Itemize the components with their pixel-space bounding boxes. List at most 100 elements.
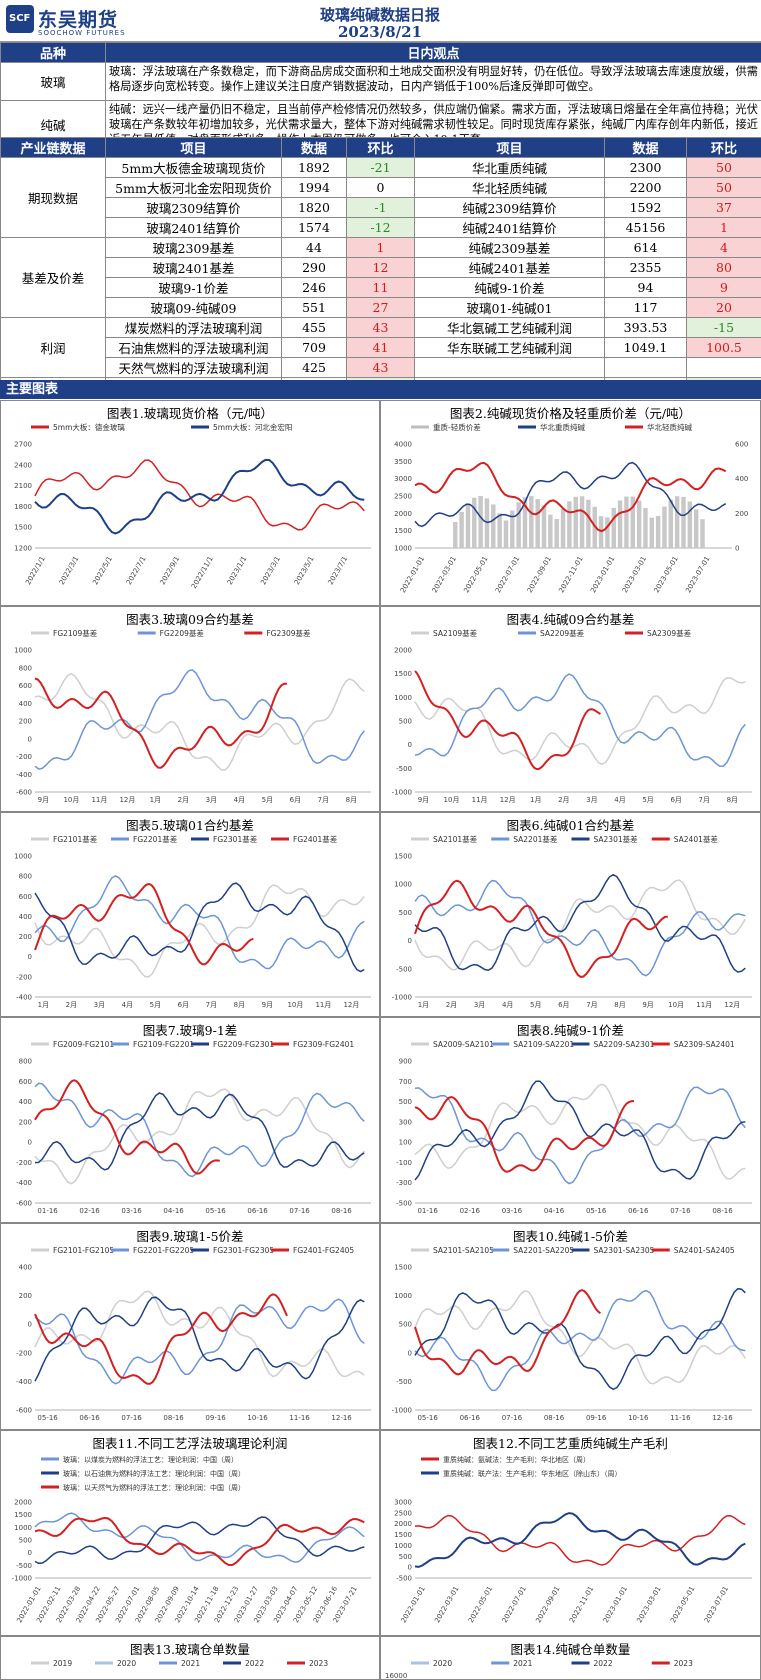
x-tick: 7月	[318, 796, 329, 804]
legend-label: 2023	[674, 1659, 693, 1668]
x-tick: 08-16	[544, 1414, 565, 1422]
y2-tick: 200	[735, 510, 748, 518]
x-tick: 11月	[315, 1001, 331, 1009]
industry-data-table: 产业链数据 项目 数据 环比 项目 数据 环比 期现数据 5mm大板德金玻璃现货价 1892 -21…	[0, 137, 761, 398]
legend-label: 2021	[513, 1659, 532, 1668]
x-tick: 9月	[642, 1001, 653, 1009]
x-tick: 05-16	[586, 1207, 607, 1215]
y-tick: 500	[399, 1321, 412, 1329]
legend-label: SA2109基差	[433, 628, 478, 638]
change-left: 43	[346, 317, 415, 338]
y-tick: 1000	[394, 881, 412, 889]
x-tick: 2022-09-01	[526, 555, 553, 594]
y-tick: 500	[19, 1537, 32, 1545]
y-tick: -500	[396, 965, 412, 973]
spread-bar	[497, 513, 502, 548]
y-tick: 1500	[14, 524, 32, 532]
table-row: 石油焦燃料的浮法玻璃利润 709 41 华东联碱工艺纯碱利润 1049.1 100.5	[1, 337, 761, 358]
spread-bar	[668, 499, 674, 548]
series-line	[414, 1514, 746, 1566]
y-tick: 1000	[394, 545, 412, 553]
glass-label: 玻璃	[0, 62, 106, 101]
value-right: 117	[604, 297, 687, 318]
logo-cn: 东吴期货	[38, 9, 119, 31]
legend-label: FG2209-FG2301	[213, 1040, 274, 1049]
series-line	[414, 1083, 746, 1180]
glass-view: 玻璃：浮法玻璃在产条数稳定，而下游商品房成交面积和土地成交面积没有明显好转，仍在…	[105, 62, 761, 101]
legend-label: 2022	[594, 1659, 613, 1668]
table-row: 玻璃2309结算价 1820 -1 纯碱2309结算价 1592 37	[1, 197, 761, 218]
table-row: 玻璃2401基差 290 12 纯碱2401基差 2355 80	[1, 257, 761, 278]
views-col-opinion: 日内观点	[105, 42, 761, 63]
series-line	[414, 461, 727, 533]
y-tick: 0	[408, 1349, 412, 1357]
spread-bar	[516, 502, 521, 548]
item-right: 纯碱2309结算价	[414, 197, 605, 218]
y-tick: 3000	[394, 1499, 412, 1507]
x-tick: 8月	[234, 1001, 245, 1009]
chart-svg: SA2009-SA2101 SA2109-SA2201 SA2209-SA2301 S…	[396, 1040, 752, 1215]
change-right: 50	[686, 157, 761, 178]
chart-title: 图表4.纯碱09合约基差	[506, 612, 635, 627]
spread-bar	[573, 496, 578, 548]
x-tick: 2023-03-01	[635, 1585, 662, 1624]
series-line	[414, 879, 746, 977]
chart-panel-14: 图表14.纯碱仓单数量 2020 2021 2022 2023 16000	[380, 1636, 761, 1680]
chart-panel-1: 图表1.玻璃现货价格（元/吨） 5mm大板：德金玻璃 5mm大板：河北金宏阳 2700…	[0, 400, 380, 606]
chart-panel-12: 图表12.不同工艺重质纯碱生产毛利 重质纯碱：氨碱法：生产毛利：华北地区（周） 重质…	[380, 1430, 761, 1636]
x-tick: 5月	[642, 796, 653, 804]
views-table: 品种 日内观点 玻璃 玻璃：浮法玻璃在产条数稳定，而下游商品房成交面积和土地成交面积…	[0, 42, 761, 150]
y-tick: 1000	[394, 694, 412, 702]
change-right: 80	[686, 257, 761, 278]
value-right: 1592	[604, 197, 687, 218]
x-tick: 2月	[446, 1001, 457, 1009]
chart-title: 图表8.纯碱9-1价差	[516, 1023, 625, 1038]
change-right	[686, 357, 761, 378]
y-tick: 200	[19, 1118, 32, 1126]
y-tick: 2000	[394, 647, 412, 655]
legend-label: FG2309-FG2401	[293, 1040, 354, 1049]
x-tick: 2023-05-01	[653, 555, 680, 594]
logo-mark: SCF	[6, 5, 34, 33]
spread-bar	[478, 496, 483, 548]
legend-label: FG2009-FG2101	[53, 1040, 114, 1049]
chart-panel-9: 图表9.玻璃1-5价差 FG2101-FG2105 FG2201-FG2205 FG2…	[0, 1223, 380, 1430]
x-tick: 03-16	[502, 1207, 523, 1215]
x-tick: 02-16	[460, 1207, 481, 1215]
y-tick: -500	[396, 765, 412, 773]
y-tick: 1500	[394, 527, 412, 535]
series-line	[414, 461, 727, 528]
x-tick: 2022/7/1	[125, 555, 148, 586]
y-tick: 800	[19, 1058, 32, 1066]
x-tick: 6月	[670, 796, 681, 804]
value-left: 246	[281, 277, 347, 298]
item-left: 玻璃9-1价差	[105, 277, 282, 298]
change-right: 9	[686, 277, 761, 298]
series-line	[34, 884, 365, 978]
spread-bar	[535, 499, 540, 548]
legend-label: 5mm大板：河北金宏阳	[213, 422, 292, 432]
chart-title: 图表14.纯碱仓单数量	[510, 1642, 631, 1657]
y-tick: 0	[28, 953, 32, 961]
chart-title: 图表12.不同工艺重质纯碱生产毛利	[473, 1436, 668, 1451]
y-tick: 2400	[14, 461, 32, 469]
chart-svg: SA2109基差 SA2209基差 SA2309基差 2000 1500 1000 500 0…	[392, 628, 752, 804]
legend-label: SA2209-SA2301	[594, 1040, 655, 1049]
x-tick: 10月	[287, 1001, 303, 1009]
y-tick: -300	[396, 1179, 412, 1187]
series-line	[414, 1512, 746, 1568]
item-left: 玻璃09-纯碱09	[105, 297, 282, 318]
legend-label: FG2401基差	[293, 834, 338, 844]
x-tick: 09-16	[586, 1414, 607, 1422]
legend-label: FG2209基差	[160, 628, 205, 638]
y-tick: 500	[399, 909, 412, 917]
series-line	[34, 677, 288, 769]
change-left: 11	[346, 277, 415, 298]
x-tick: 12月	[119, 796, 135, 804]
chart-panel-5: 图表5.玻璃01合约基差 FG2101基差 FG2201基差 FG2301基差 FG24…	[0, 812, 380, 1017]
legend-label: 重质纯碱：氨碱法：生产毛利：华北地区（周）	[443, 1455, 590, 1464]
x-tick: 2022-05-01	[462, 555, 489, 594]
x-tick: 2023/3/1	[259, 555, 282, 586]
y-tick: 1500	[394, 670, 412, 678]
series-line	[414, 873, 746, 973]
